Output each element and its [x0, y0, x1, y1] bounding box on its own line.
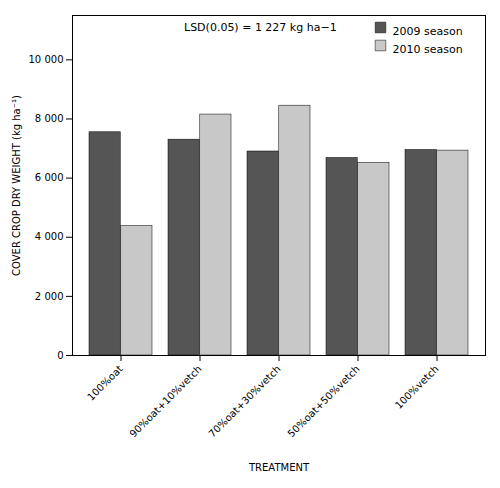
svg-text:4 000: 4 000	[35, 231, 64, 242]
svg-text:70%oat+30%vetch: 70%oat+30%vetch	[206, 363, 282, 439]
svg-text:100%vetch: 100%vetch	[393, 363, 441, 411]
svg-text:100%oat: 100%oat	[85, 363, 124, 402]
svg-text:6 000: 6 000	[35, 172, 64, 183]
svg-text:2010 season: 2010 season	[393, 43, 463, 56]
svg-text:8 000: 8 000	[35, 113, 64, 124]
svg-text:50%oat+50%vetch: 50%oat+50%vetch	[285, 363, 361, 439]
svg-text:2009 season: 2009 season	[393, 25, 463, 38]
svg-text:2 000: 2 000	[35, 291, 64, 302]
svg-text:10 000: 10 000	[29, 54, 64, 65]
svg-text:LSD(0.05) = 1 227 kg ha−1: LSD(0.05) = 1 227 kg ha−1	[184, 21, 337, 34]
svg-text:0: 0	[57, 350, 63, 361]
svg-text:90%oat+10%vetch: 90%oat+10%vetch	[127, 363, 203, 439]
svg-text:COVER CROP DRY WEIGHT (kg ha⁻¹: COVER CROP DRY WEIGHT (kg ha⁻¹)	[11, 95, 22, 276]
svg-text:TREATMENT: TREATMENT	[248, 462, 310, 473]
